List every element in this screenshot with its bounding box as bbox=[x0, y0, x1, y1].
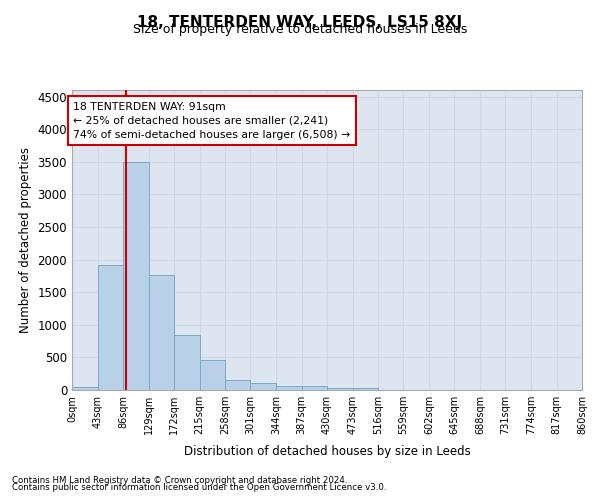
Bar bbox=[174, 335, 199, 390]
Bar bbox=[353, 388, 378, 390]
Text: Contains HM Land Registry data © Crown copyright and database right 2024.: Contains HM Land Registry data © Crown c… bbox=[12, 476, 347, 485]
Bar bbox=[302, 386, 327, 390]
Bar bbox=[276, 386, 302, 390]
Text: 18 TENTERDEN WAY: 91sqm
← 25% of detached houses are smaller (2,241)
74% of semi: 18 TENTERDEN WAY: 91sqm ← 25% of detache… bbox=[73, 102, 350, 140]
Text: Size of property relative to detached houses in Leeds: Size of property relative to detached ho… bbox=[133, 22, 467, 36]
Bar bbox=[72, 386, 97, 390]
Bar bbox=[251, 383, 276, 390]
Text: Contains public sector information licensed under the Open Government Licence v3: Contains public sector information licen… bbox=[12, 484, 386, 492]
Y-axis label: Number of detached properties: Number of detached properties bbox=[19, 147, 32, 333]
Text: 18, TENTERDEN WAY, LEEDS, LS15 8XJ: 18, TENTERDEN WAY, LEEDS, LS15 8XJ bbox=[137, 15, 463, 30]
Bar bbox=[149, 274, 174, 390]
Bar bbox=[327, 388, 353, 390]
Bar bbox=[97, 265, 123, 390]
X-axis label: Distribution of detached houses by size in Leeds: Distribution of detached houses by size … bbox=[184, 446, 470, 458]
Bar bbox=[123, 162, 149, 390]
Bar bbox=[199, 360, 225, 390]
Bar bbox=[225, 380, 251, 390]
